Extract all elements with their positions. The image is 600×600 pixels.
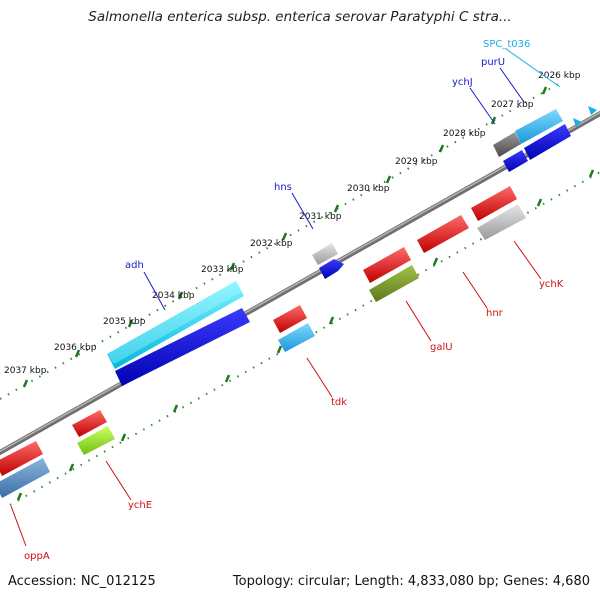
gene-label-adh: adh xyxy=(125,260,144,271)
map-title: Salmonella enterica subsp. enterica sero… xyxy=(88,9,512,25)
gene-purU[interactable] xyxy=(524,124,571,160)
gene-ychK[interactable] xyxy=(471,186,517,221)
tick-label: 2031 kbp xyxy=(299,212,342,222)
gene-label-hns: hns xyxy=(274,182,292,193)
tick-label: 2029 kbp xyxy=(395,157,438,167)
gene-label-hnr: hnr xyxy=(486,308,504,319)
gene-purU-sky[interactable] xyxy=(515,109,563,144)
tick-label: 2028 kbp xyxy=(443,129,486,139)
major-ticks-forward xyxy=(22,86,548,388)
summary-text: Topology: circular; Length: 4,833,080 bp… xyxy=(232,574,590,589)
gene-hnr[interactable] xyxy=(417,215,469,253)
gene-ychE-red[interactable] xyxy=(72,410,107,437)
label-leaders xyxy=(10,48,561,547)
gene-ychJ-gray[interactable] xyxy=(493,132,521,157)
tick-labels: 2026 kbp 2027 kbp 2028 kbp 2029 kbp 2030… xyxy=(4,71,581,376)
gene-label-tdk: tdk xyxy=(331,397,347,408)
gene-hns[interactable] xyxy=(319,259,344,279)
tick-label: 2037 kbp xyxy=(4,366,47,376)
tick-label: 2027 kbp xyxy=(491,100,534,110)
tick-label: 2030 kbp xyxy=(347,184,390,194)
tick-label: 2035 kbp xyxy=(103,317,146,327)
gene-oppA[interactable] xyxy=(0,458,50,498)
gene-oppA-red[interactable] xyxy=(0,441,43,476)
gene-ychJ[interactable] xyxy=(503,150,528,172)
gene-tdk-red[interactable] xyxy=(273,305,307,333)
gene-label-galu: galU xyxy=(430,342,453,353)
gene-tdk[interactable] xyxy=(278,323,315,352)
tick-label: 2034 kbp xyxy=(152,291,195,301)
gene-label-yche: ychE xyxy=(128,500,152,511)
gene-ychE[interactable] xyxy=(77,426,115,455)
gene-label-puru: purU xyxy=(481,57,505,68)
gene-labels: SPC_t036 purU ychJ hns adh ychK hnr galU… xyxy=(24,39,564,562)
gene-label-ychj: ychJ xyxy=(452,77,473,88)
gene-galU-red[interactable] xyxy=(363,247,411,283)
tick-label: 2032 kbp xyxy=(250,239,293,249)
gene-galU[interactable] xyxy=(369,265,419,302)
tick-label: 2033 kbp xyxy=(201,265,244,275)
gene-label-oppa: oppA xyxy=(24,551,50,562)
gene-adh[interactable] xyxy=(115,308,250,386)
accession-text: Accession: NC_012125 xyxy=(8,574,156,589)
gene-adh-cyan[interactable] xyxy=(107,281,244,369)
tick-label: 2026 kbp xyxy=(538,71,581,81)
gene-label-ychk: ychK xyxy=(539,279,564,290)
forward-strand-genes xyxy=(107,106,597,386)
gene-SPC_t036[interactable] xyxy=(573,106,597,127)
tick-label: 2036 kbp xyxy=(54,343,97,353)
gene-label-spc-t036: SPC_t036 xyxy=(483,39,530,50)
gene-hns-gray[interactable] xyxy=(312,243,338,265)
reverse-strand-genes xyxy=(0,186,526,498)
gene-ychK-gray[interactable] xyxy=(477,204,526,240)
